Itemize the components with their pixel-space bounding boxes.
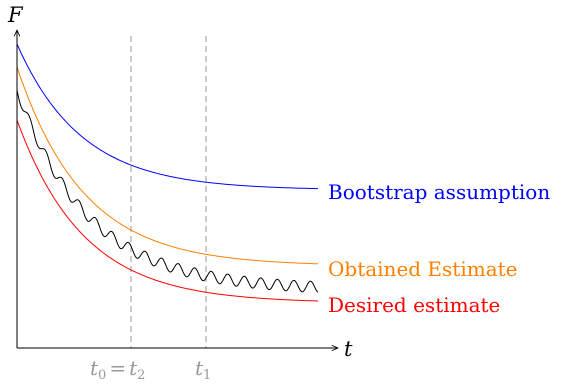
bootstrap-label: Bootstrap assumption (328, 180, 550, 204)
obtained-curve (16, 66, 318, 265)
desired-label: Desired estimate (328, 293, 500, 317)
marker-label-t1: t1 (195, 356, 211, 383)
actual-wavy-curve (16, 89, 319, 293)
obtained-label: Obtained Estimate (328, 257, 518, 281)
marker-label-t0-t2: t0 = t2 (90, 356, 145, 383)
y-axis-label: F (7, 3, 24, 27)
desired-curve (16, 119, 318, 302)
x-axis-label: t (344, 337, 353, 361)
bootstrap-curve (16, 43, 318, 190)
